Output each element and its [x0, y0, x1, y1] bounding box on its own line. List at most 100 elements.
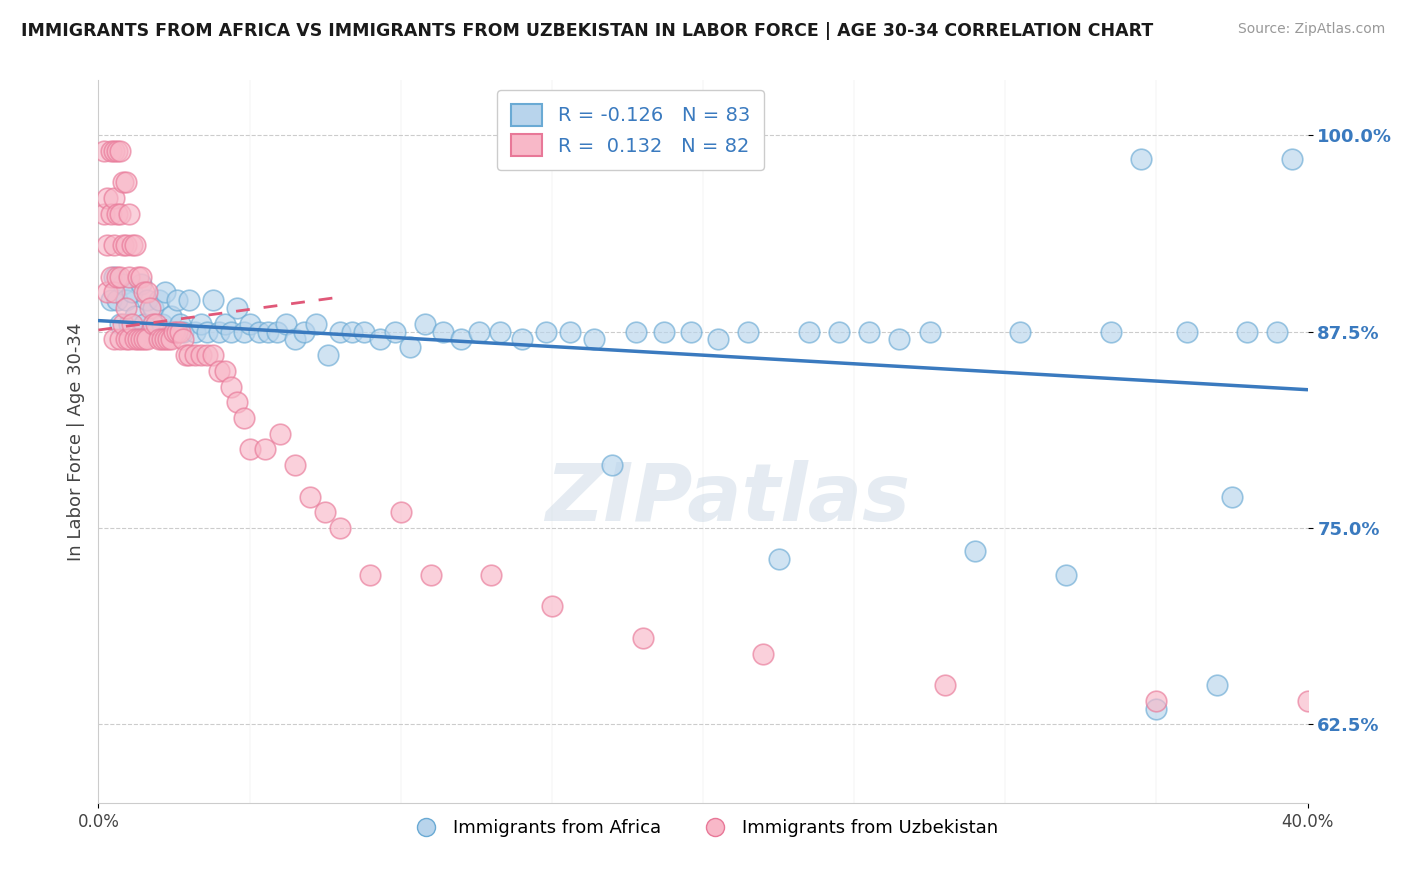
Point — [828, 325, 851, 339]
Point — [150, 333, 173, 347]
Point — [145, 317, 167, 331]
Point — [269, 426, 291, 441]
Point — [626, 325, 648, 339]
Point — [420, 568, 443, 582]
Point — [135, 333, 157, 347]
Point — [1010, 325, 1032, 339]
Text: Source: ZipAtlas.com: Source: ZipAtlas.com — [1237, 22, 1385, 37]
Point — [156, 325, 179, 339]
Point — [202, 348, 225, 362]
Point — [169, 325, 191, 339]
Point — [489, 325, 512, 339]
Point — [232, 325, 254, 339]
Point — [540, 599, 562, 614]
Point — [631, 631, 654, 645]
Point — [103, 191, 125, 205]
Point — [124, 333, 146, 347]
Point — [172, 333, 194, 347]
Point — [124, 238, 146, 252]
Point — [160, 333, 183, 347]
Point — [195, 325, 218, 339]
Text: ZIPatlas: ZIPatlas — [544, 460, 910, 539]
Point — [752, 647, 775, 661]
Point — [105, 207, 128, 221]
Point — [121, 238, 143, 252]
Point — [1144, 694, 1167, 708]
Point — [114, 238, 136, 252]
Point — [214, 317, 236, 331]
Point — [1281, 152, 1303, 166]
Point — [583, 333, 606, 347]
Point — [145, 325, 167, 339]
Point — [368, 333, 391, 347]
Point — [129, 269, 152, 284]
Point — [108, 207, 131, 221]
Point — [114, 293, 136, 308]
Point — [221, 325, 243, 339]
Point — [127, 333, 149, 347]
Point — [384, 325, 406, 339]
Point — [160, 309, 183, 323]
Point — [111, 277, 134, 292]
Point — [329, 521, 352, 535]
Point — [214, 364, 236, 378]
Point — [253, 442, 276, 457]
Point — [534, 325, 557, 339]
Point — [353, 325, 375, 339]
Point — [100, 144, 122, 158]
Point — [135, 285, 157, 300]
Point — [103, 144, 125, 158]
Point — [179, 348, 201, 362]
Point — [1054, 568, 1077, 582]
Point — [118, 269, 141, 284]
Point — [174, 348, 197, 362]
Point — [1206, 678, 1229, 692]
Point — [965, 544, 987, 558]
Point — [389, 505, 412, 519]
Point — [148, 293, 170, 308]
Point — [96, 285, 118, 300]
Point — [166, 325, 188, 339]
Point — [266, 325, 288, 339]
Point — [139, 301, 162, 315]
Point — [226, 301, 249, 315]
Point — [135, 293, 157, 308]
Point — [360, 568, 382, 582]
Point — [239, 317, 262, 331]
Point — [127, 325, 149, 339]
Point — [1267, 325, 1289, 339]
Point — [163, 325, 186, 339]
Point — [284, 458, 307, 472]
Point — [413, 317, 436, 331]
Point — [232, 411, 254, 425]
Point — [316, 348, 339, 362]
Point — [118, 317, 141, 331]
Point — [118, 333, 141, 347]
Point — [1099, 325, 1122, 339]
Point — [239, 442, 262, 457]
Point — [93, 207, 115, 221]
Point — [184, 325, 207, 339]
Text: IMMIGRANTS FROM AFRICA VS IMMIGRANTS FROM UZBEKISTAN IN LABOR FORCE | AGE 30-34 : IMMIGRANTS FROM AFRICA VS IMMIGRANTS FRO… — [21, 22, 1153, 40]
Point — [121, 317, 143, 331]
Point — [858, 325, 880, 339]
Point — [398, 340, 420, 354]
Point — [114, 301, 136, 315]
Point — [314, 505, 336, 519]
Point — [510, 333, 533, 347]
Point — [737, 325, 759, 339]
Point — [602, 458, 624, 472]
Point — [129, 277, 152, 292]
Point — [797, 325, 820, 339]
Point — [148, 333, 170, 347]
Point — [299, 490, 322, 504]
Point — [105, 293, 128, 308]
Point — [124, 309, 146, 323]
Point — [284, 333, 307, 347]
Point — [166, 293, 188, 308]
Point — [195, 348, 218, 362]
Point — [103, 333, 125, 347]
Point — [121, 285, 143, 300]
Point — [305, 317, 328, 331]
Point — [114, 175, 136, 189]
